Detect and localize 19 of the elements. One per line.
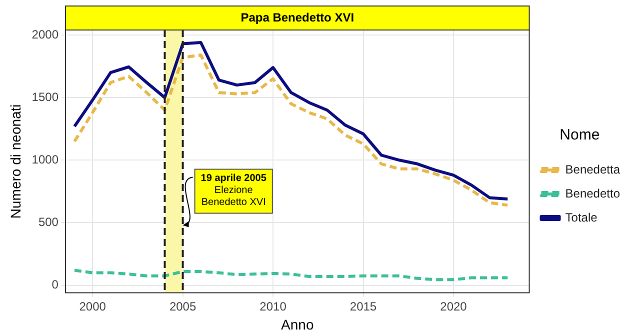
legend-label: Benedetta [565,162,620,176]
x-tick-label: 2010 [260,299,287,314]
x-tick-label: 2000 [79,299,106,314]
x-tick-label: 2015 [350,299,377,314]
legend-label: Totale [565,210,598,224]
y-axis-title: Numero di neonati [7,104,24,219]
y-tick-label: 1500 [32,90,59,104]
y-tick-label: 1000 [32,152,59,166]
x-axis-title: Anno [281,316,314,332]
y-tick-label: 0 [52,278,59,292]
line-series [73,268,510,282]
chart-title: Papa Benedetto XVI [240,10,354,24]
legend-title: Nome [560,126,600,144]
y-tick-label: 500 [38,215,59,230]
x-tick-label: 2005 [169,299,196,314]
y-tick-label: 2000 [32,27,59,42]
annotation: 19 aprile 2005 Elezione Benedetto XVI [200,172,267,208]
legend-label: Benedetto [565,186,620,200]
x-tick-label: 2020 [440,299,468,314]
